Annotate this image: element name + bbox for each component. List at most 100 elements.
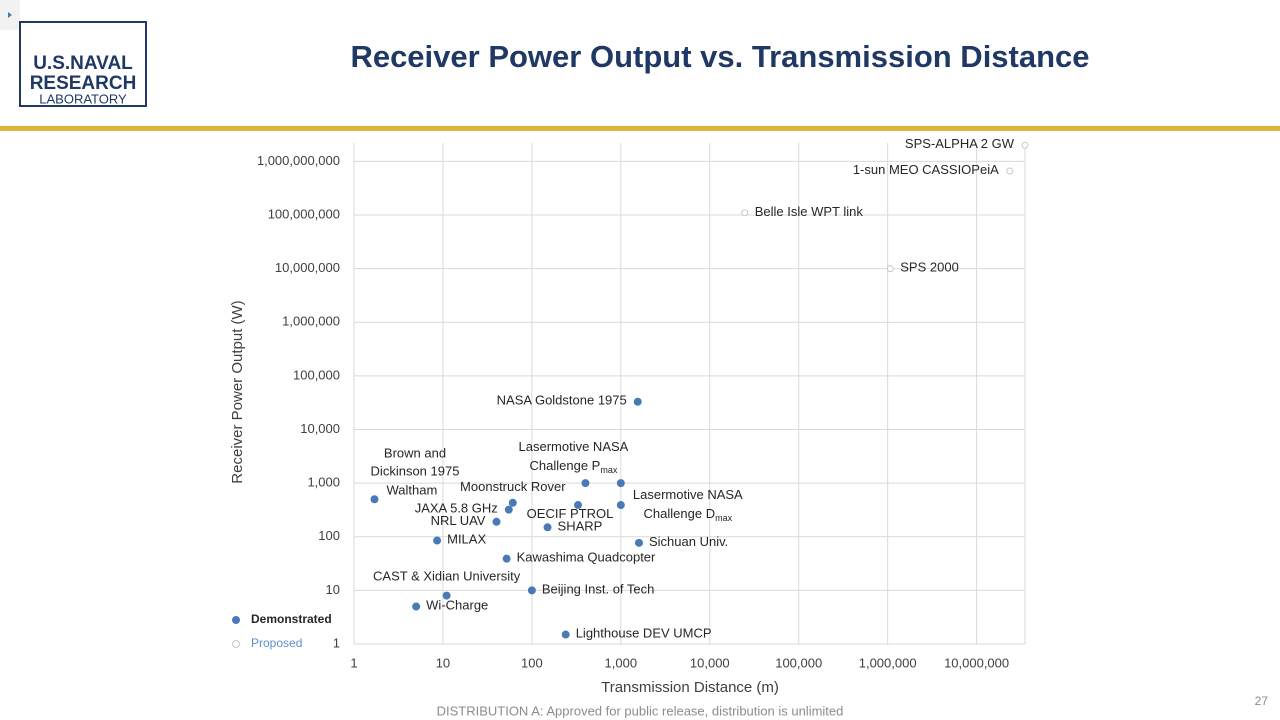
point-label: Lasermotive NASA	[633, 487, 743, 502]
point-label: MILAX	[447, 532, 486, 547]
data-point	[433, 536, 442, 545]
x-tick-label: 10,000	[690, 655, 730, 670]
slide-title: Receiver Power Output vs. Transmission D…	[350, 39, 1089, 74]
data-point	[504, 505, 513, 514]
legend-marker	[232, 616, 240, 624]
point-label-text: Lighthouse DEV UMCP	[576, 626, 712, 641]
point-label: 1-sun MEO CASSIOPeiA	[853, 162, 999, 177]
point-label-text: Challenge D	[644, 506, 716, 521]
annotation: Brown and	[384, 445, 446, 460]
data-point	[633, 397, 642, 406]
header-rule	[0, 126, 1280, 131]
y-axis-title: Receiver Power Output (W)	[229, 300, 246, 483]
point-label: Lasermotive NASA	[519, 440, 629, 455]
corner-icon	[8, 12, 12, 18]
data-point	[634, 538, 643, 547]
data-point	[581, 479, 590, 488]
point-label-text: Kawashima Quadcopter	[517, 550, 656, 565]
footer: DISTRIBUTION A: Approved for public rele…	[437, 703, 844, 718]
point-label-text: 1-sun MEO CASSIOPeiA	[853, 162, 999, 177]
point-label-text: SPS 2000	[900, 260, 959, 275]
y-tick-label: 10	[326, 582, 340, 597]
point-label-text: NASA Goldstone 1975	[497, 393, 627, 408]
point-label-text: Lasermotive NASA	[633, 487, 743, 502]
point-label-subscript: max	[715, 513, 733, 523]
point-label: CAST & Xidian University	[373, 569, 521, 584]
point-label-text: OECIF PTROL	[527, 506, 614, 521]
legend-label: Demonstrated	[251, 612, 332, 626]
data-point	[508, 498, 517, 507]
point-label-text: Sichuan Univ.	[649, 534, 728, 549]
x-tick-label: 1,000	[605, 655, 638, 670]
data-point	[442, 591, 451, 600]
x-tick-label: 100,000	[775, 655, 822, 670]
data-point	[616, 479, 625, 488]
page-number: 27	[1255, 694, 1269, 708]
point-label: NRL UAV	[431, 513, 486, 528]
point-label-text: SPS-ALPHA 2 GW	[905, 137, 1015, 152]
data-point	[1006, 167, 1014, 175]
data-point	[616, 501, 625, 510]
point-label-text: NRL UAV	[431, 513, 486, 528]
point-label: Belle Isle WPT link	[755, 204, 864, 219]
point-label: Sichuan Univ.	[649, 534, 728, 549]
y-tick-label: 10,000	[300, 421, 340, 436]
point-label-text: Moonstruck Rover	[460, 479, 566, 494]
data-point	[370, 495, 379, 504]
y-tick-label: 100	[318, 528, 340, 543]
point-label: SPS 2000	[900, 260, 959, 275]
point-label: Moonstruck Rover	[460, 479, 566, 494]
x-tick-label: 10,000,000	[944, 655, 1009, 670]
data-point	[741, 209, 749, 217]
y-tick-label: 1,000	[307, 475, 340, 490]
y-tick-label: 1	[333, 635, 340, 650]
data-point	[561, 630, 570, 639]
point-label: Challenge Pmax	[530, 459, 618, 476]
data-point	[886, 265, 894, 273]
point-label: Waltham	[386, 483, 437, 498]
y-tick-label: 10,000,000	[275, 260, 340, 275]
point-label: SPS-ALPHA 2 GW	[905, 137, 1015, 152]
data-point	[492, 517, 501, 526]
point-label-text: Beijing Inst. of Tech	[542, 582, 655, 597]
logo-line: U.S.NAVAL	[33, 53, 133, 74]
point-label-text: Challenge P	[530, 459, 601, 474]
data-point	[527, 586, 536, 595]
point-label: OECIF PTROL	[527, 506, 614, 521]
logo-box	[19, 21, 147, 107]
point-label-text: Waltham	[386, 483, 437, 498]
point-label: Beijing Inst. of Tech	[542, 582, 655, 597]
y-tick-label: 1,000,000,000	[257, 153, 340, 168]
data-point	[543, 523, 552, 532]
point-label-subscript: max	[600, 465, 618, 475]
point-label-text: Wi-Charge	[426, 598, 488, 613]
point-label-text: Belle Isle WPT link	[755, 204, 864, 219]
data-point	[1021, 141, 1029, 149]
data-point	[502, 554, 511, 563]
x-tick-label: 100	[521, 655, 543, 670]
point-label-text: SHARP	[558, 519, 603, 534]
y-tick-label: 1,000,000	[282, 314, 340, 329]
x-tick-label: 10	[436, 655, 450, 670]
point-label: Wi-Charge	[426, 598, 488, 613]
data-point	[574, 501, 583, 510]
x-tick-label: 1	[350, 655, 357, 670]
annotation: Dickinson 1975	[371, 463, 460, 478]
data-point	[412, 602, 421, 611]
legend-marker	[232, 640, 240, 648]
point-label: JAXA 5.8 GHz	[415, 501, 498, 516]
point-label: SHARP	[558, 519, 603, 534]
x-tick-label: 1,000,000	[859, 655, 917, 670]
logo-line: RESEARCH	[30, 73, 137, 94]
point-label: NASA Goldstone 1975	[497, 393, 627, 408]
point-label-text: CAST & Xidian University	[373, 569, 521, 584]
point-label: Lighthouse DEV UMCP	[576, 626, 712, 641]
point-label-text: Lasermotive NASA	[519, 440, 629, 455]
legend-label: Proposed	[251, 636, 302, 650]
point-label: Challenge Dmax	[644, 506, 733, 523]
point-label-text: MILAX	[447, 532, 486, 547]
y-tick-label: 100,000	[293, 367, 340, 382]
